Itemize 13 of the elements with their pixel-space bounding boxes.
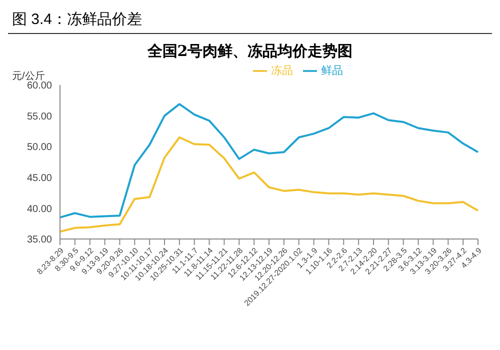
y-tick-label: 35.00 [26,234,52,246]
chart-subtitle: 全国2号肉鲜、冻品均价走势图 [146,42,354,61]
legend-label: 鲜品 [321,65,343,77]
line-series [59,136,479,233]
y-axis-title: 元/公斤 [12,70,45,82]
y-tick-label: 55.00 [26,111,52,122]
y-tick-label: 60.00 [26,80,52,92]
y-tick-label: 40.00 [26,204,52,215]
chart-title: 图 3.4：冻鲜品价差 [8,8,492,34]
legend-label: 冻品 [271,65,293,77]
y-tick-label: 50.00 [26,142,52,154]
line-series [59,103,479,218]
y-tick-label: 45.00 [26,172,52,184]
